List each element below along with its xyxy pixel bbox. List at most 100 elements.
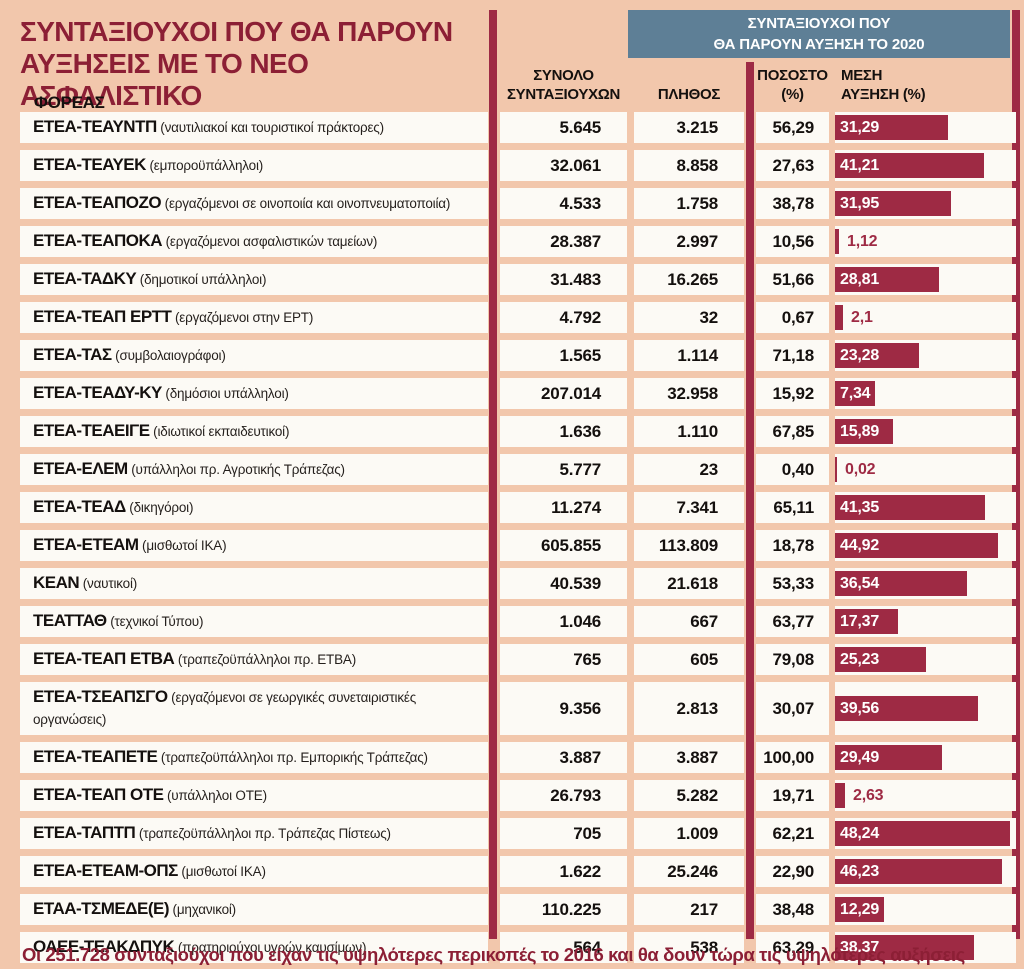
count-value: 1.009: [634, 818, 744, 849]
total-pensioners-value: 564: [500, 932, 627, 963]
increase-value: 2,1: [851, 308, 873, 326]
agency-cell: ΕΤΕΑ-ΕΤΕΑΜ (μισθωτοί ΙΚΑ): [20, 530, 488, 561]
agency-desc: (δικηγόροι): [125, 500, 194, 515]
table-row: ΕΤΕΑ-ΤΑΠΤΠ (τραπεζοϋπάλληλοι πρ. Τράπεζα…: [20, 818, 1016, 849]
table-row: ΕΤΕΑ-ΤΕΑΠΟΖΟ (εργαζόμενοι σε οινοποιία κ…: [20, 188, 1016, 219]
column-header-percentage: ΠΟΣΟΣΤΟ (%): [756, 66, 829, 104]
increase-bar: [835, 229, 839, 254]
count-value: 21.618: [634, 568, 744, 599]
increase-bar: 44,92: [835, 533, 998, 558]
group-header-2020: ΣΥΝΤΑΞΙΟΥΧΟΙ ΠΟΥ ΘΑ ΠΑΡΟΥΝ ΑΥΞΗΣΗ ΤΟ 202…: [628, 10, 1010, 58]
agency-name: ΟΑΕΕ-ΤΕΑΚΔΠΥΚ: [33, 937, 175, 956]
increase-value: 7,34: [840, 384, 871, 402]
count-value: 3.215: [634, 112, 744, 143]
total-pensioners-value: 3.887: [500, 742, 627, 773]
agency-name: ΕΤΕΑ-ΤΕΑΥΕΚ: [33, 155, 146, 174]
increase-bar-cell: 0,02: [835, 454, 1016, 485]
increase-bar: 29,49: [835, 745, 942, 770]
increase-bar: 31,29: [835, 115, 948, 140]
table-row: ΚΕΑΝ (ναυτικοί) 40.539 21.618 53,33 36,54: [20, 568, 1016, 599]
increase-value: 31,29: [840, 118, 880, 136]
agency-name: ΕΤΕΑ-ΕΤΕΑΜ-ΟΠΣ: [33, 861, 178, 880]
group-header-line2: ΘΑ ΠΑΡΟΥΝ ΑΥΞΗΣΗ ΤΟ 2020: [713, 36, 925, 53]
agency-cell: ΕΤΕΑ-ΤΕΑΠΟΖΟ (εργαζόμενοι σε οινοποιία κ…: [20, 188, 488, 219]
increase-bar: 23,28: [835, 343, 919, 368]
increase-bar-cell: 31,29: [835, 112, 1016, 143]
agency-name: ΕΤΕΑ-ΕΛΕΜ: [33, 459, 128, 478]
total-pensioners-value: 5.645: [500, 112, 627, 143]
agency-name: ΕΤΕΑ-ΤΑΔΚΥ: [33, 269, 137, 288]
count-value: 23: [634, 454, 744, 485]
total-pensioners-value: 207.014: [500, 378, 627, 409]
increase-bar: 38,37: [835, 935, 974, 960]
agency-cell: ΤΕΑΤΤΑΘ (τεχνικοί Τύπου): [20, 606, 488, 637]
agency-desc: (ναυτιλιακοί και τουριστικοί πράκτορες): [156, 120, 384, 135]
agency-desc: (ναυτικοί): [79, 576, 138, 591]
count-value: 32.958: [634, 378, 744, 409]
agency-cell: ΕΤΕΑ-ΤΕΑΥΕΚ (εμποροϋπάλληλοι): [20, 150, 488, 181]
table-row: ΟΑΕΕ-ΤΕΑΚΔΠΥΚ (πρατηριούχοι υγρών καυσίμ…: [20, 932, 1016, 963]
percentage-value: 71,18: [756, 340, 829, 371]
agency-cell: ΕΤΕΑ-ΤΕΑΠΟΚΑ (εργαζόμενοι ασφαλιστικών τ…: [20, 226, 488, 257]
total-pensioners-value: 5.777: [500, 454, 627, 485]
count-value: 32: [634, 302, 744, 333]
increase-value: 46,23: [840, 862, 880, 880]
increase-bar-cell: 46,23: [835, 856, 1016, 887]
table-row: ΕΤΕΑ-ΤΕΑΔΥ-ΚΥ (δημόσιοι υπάλληλοι) 207.01…: [20, 378, 1016, 409]
agency-name: ΕΤΕΑ-ΤΕΑΠ ΟΤΕ: [33, 785, 164, 804]
increase-bar-cell: 25,23: [835, 644, 1016, 675]
agency-desc: (πρατηριούχοι υγρών καυσίμων): [174, 940, 367, 955]
percentage-value: 51,66: [756, 264, 829, 295]
agency-desc: (ιδιωτικοί εκπαιδευτικοί): [149, 424, 290, 439]
total-pensioners-value: 765: [500, 644, 627, 675]
increase-bar-cell: 39,56: [835, 682, 1016, 735]
agency-desc: (υπάλληλοι πρ. Αγροτικής Τράπεζας): [127, 462, 345, 477]
increase-bar-cell: 17,37: [835, 606, 1016, 637]
agency-name: ΕΤΕΑ-ΤΕΑΠΕΤΕ: [33, 747, 158, 766]
table-row: ΕΤΕΑ-ΤΕΑΠ ΕΤΒΑ (τραπεζοϋπάλληλοι πρ. ΕΤΒ…: [20, 644, 1016, 675]
percentage-value: 56,29: [756, 112, 829, 143]
increase-value: 2,63: [853, 786, 884, 804]
agency-desc: (εργαζόμενοι ασφαλιστικών ταμείων): [162, 234, 378, 249]
group-header-line1: ΣΥΝΤΑΞΙΟΥΧΟΙ ΠΟΥ: [747, 15, 891, 32]
increase-bar: 41,21: [835, 153, 984, 178]
increase-bar: 41,35: [835, 495, 985, 520]
increase-bar: 7,34: [835, 381, 876, 406]
total-pensioners-value: 110.225: [500, 894, 627, 925]
increase-value: 17,37: [840, 612, 880, 630]
increase-bar: 31,95: [835, 191, 951, 216]
count-value: 8.858: [634, 150, 744, 181]
agency-name: ΕΤΕΑ-ΤΕΑΠΟΚΑ: [33, 231, 163, 250]
total-pensioners-value: 1.046: [500, 606, 627, 637]
agency-desc: (τεχνικοί Τύπου): [106, 614, 204, 629]
agency-name: ΕΤΕΑ-ΤΑΠΤΠ: [33, 823, 136, 842]
agency-desc: (δημόσιοι υπάλληλοι): [161, 386, 289, 401]
total-pensioners-value: 9.356: [500, 682, 627, 735]
divider-mid: [746, 62, 754, 939]
table-row: ΕΤΕΑ-ΕΛΕΜ (υπάλληλοι πρ. Αγροτικής Τράπε…: [20, 454, 1016, 485]
total-pensioners-value: 705: [500, 818, 627, 849]
agency-cell: ΕΤΕΑ-ΤΕΑΠΕΤΕ (τραπεζοϋπάλληλοι πρ. Εμπορ…: [20, 742, 488, 773]
agency-cell: ΕΤΕΑ-ΤΑΠΤΠ (τραπεζοϋπάλληλοι πρ. Τράπεζα…: [20, 818, 488, 849]
percentage-value: 30,07: [756, 682, 829, 735]
increase-value: 25,23: [840, 650, 880, 668]
agency-cell: ΕΤΕΑ-ΤΕΑΔΥ-ΚΥ (δημόσιοι υπάλληλοι): [20, 378, 488, 409]
count-value: 7.341: [634, 492, 744, 523]
agency-name: ΕΤΕΑ-ΤΣΕΑΠΣΓΟ: [33, 687, 168, 706]
increase-bar-cell: 12,29: [835, 894, 1016, 925]
total-pensioners-value: 32.061: [500, 150, 627, 181]
count-value: 538: [634, 932, 744, 963]
count-value: 3.887: [634, 742, 744, 773]
agency-cell: ΕΤΕΑ-ΤΕΑΠ ΟΤΕ (υπάλληλοι ΟΤΕ): [20, 780, 488, 811]
increase-bar-cell: 44,92: [835, 530, 1016, 561]
increase-value: 31,95: [840, 194, 880, 212]
percentage-value: 53,33: [756, 568, 829, 599]
agency-cell: ΕΤΕΑ-ΤΣΕΑΠΣΓΟ (εργαζόμενοι σε γεωργικές …: [20, 682, 488, 735]
count-value: 667: [634, 606, 744, 637]
increase-bar: 17,37: [835, 609, 898, 634]
percentage-value: 27,63: [756, 150, 829, 181]
divider-left: [489, 10, 497, 939]
increase-bar: 36,54: [835, 571, 967, 596]
count-value: 25.246: [634, 856, 744, 887]
